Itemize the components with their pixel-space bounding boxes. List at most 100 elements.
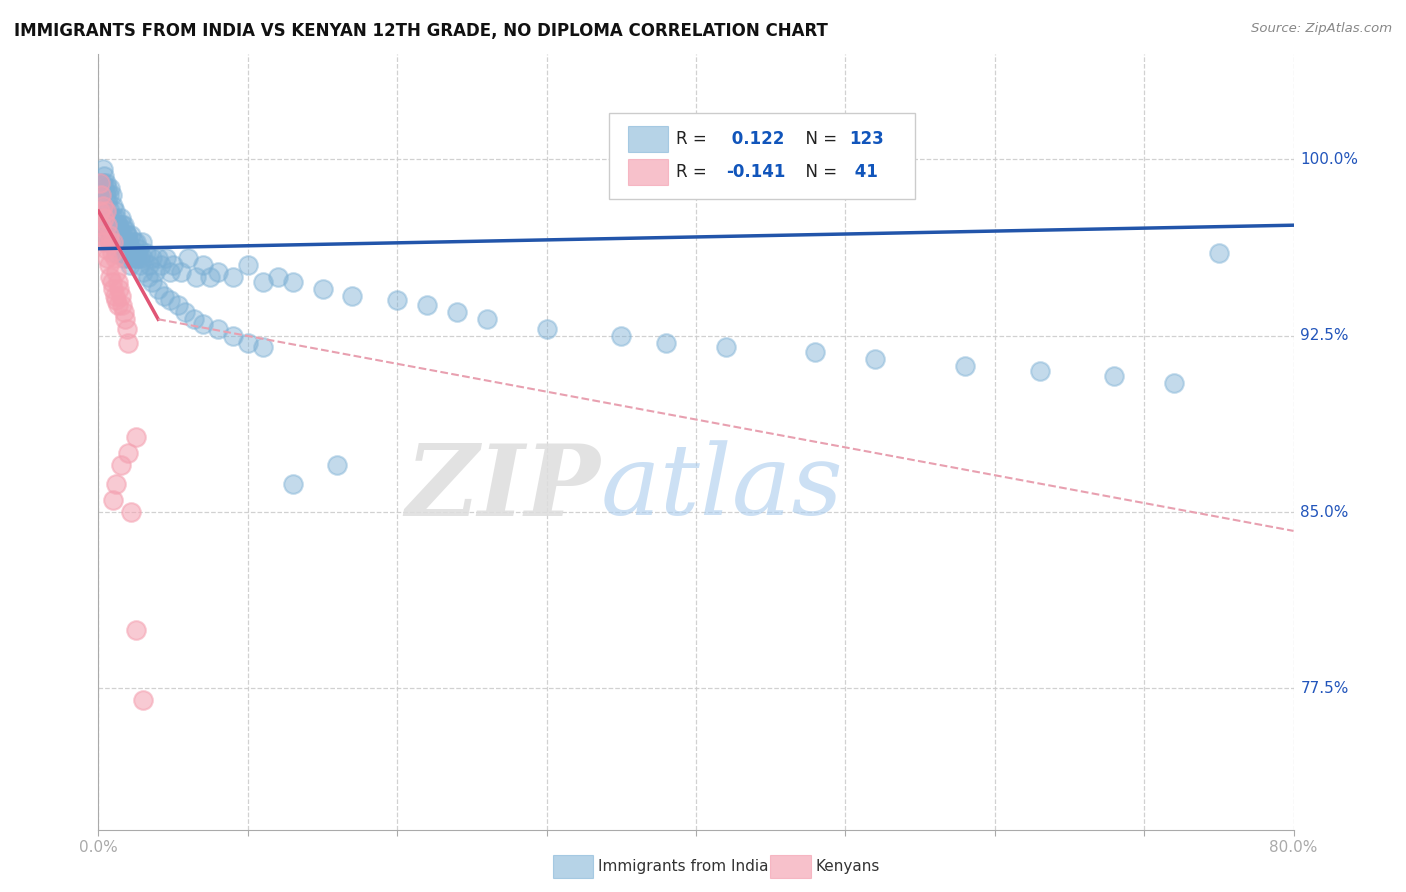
Point <box>128 242 150 256</box>
Point <box>91 199 114 213</box>
Point <box>177 251 200 265</box>
Point <box>108 282 131 296</box>
Point <box>112 305 135 319</box>
Text: 92.5%: 92.5% <box>1301 328 1348 343</box>
Point <box>105 476 128 491</box>
Point <box>89 176 111 190</box>
Point <box>141 275 163 289</box>
Point <box>124 246 146 260</box>
Point <box>342 289 364 303</box>
Point <box>117 235 139 249</box>
Point <box>101 227 124 242</box>
Point <box>97 227 120 242</box>
Point <box>91 227 114 242</box>
Point <box>131 235 153 249</box>
Text: 0.122: 0.122 <box>725 130 785 148</box>
Point <box>120 242 142 256</box>
Point <box>93 211 115 226</box>
Point <box>120 505 142 519</box>
Point <box>159 265 181 279</box>
Point <box>207 321 229 335</box>
Point <box>155 251 177 265</box>
Point <box>90 187 112 202</box>
Point <box>91 161 114 176</box>
Point <box>148 251 170 265</box>
Point <box>125 235 148 249</box>
Point <box>115 227 138 242</box>
Point <box>107 298 129 312</box>
Point <box>94 187 117 202</box>
Text: 123: 123 <box>849 130 884 148</box>
Point <box>91 176 114 190</box>
Point <box>191 317 214 331</box>
Point <box>105 246 128 260</box>
Point <box>117 246 139 260</box>
Point <box>127 251 149 265</box>
Point <box>475 312 498 326</box>
Point <box>326 458 349 472</box>
Point <box>1163 376 1185 390</box>
Point <box>150 258 173 272</box>
Text: -0.141: -0.141 <box>725 163 785 181</box>
Point <box>112 251 135 265</box>
Point <box>103 235 125 249</box>
Point <box>385 293 409 308</box>
Point <box>104 218 127 232</box>
Point <box>114 312 136 326</box>
Point <box>98 235 122 249</box>
Point <box>93 204 115 219</box>
Point <box>714 341 737 355</box>
Point <box>98 269 122 284</box>
Point <box>96 227 118 242</box>
Point <box>89 204 111 219</box>
Point <box>90 218 112 232</box>
Point <box>103 493 125 508</box>
Point <box>127 246 149 260</box>
Point <box>111 298 134 312</box>
Point <box>104 251 127 265</box>
Point <box>129 258 152 272</box>
Point <box>132 693 155 707</box>
Point <box>107 218 129 232</box>
Point <box>97 187 120 202</box>
Point <box>536 321 558 335</box>
Point <box>107 275 129 289</box>
FancyBboxPatch shape <box>628 126 668 152</box>
Point <box>236 335 259 350</box>
Point <box>114 235 136 249</box>
Text: N =: N = <box>796 130 842 148</box>
Point <box>94 218 117 232</box>
Point <box>166 298 188 312</box>
Point <box>115 227 138 242</box>
Point <box>111 227 134 242</box>
Point <box>98 180 122 194</box>
Point <box>114 223 136 237</box>
Point <box>222 269 245 284</box>
Point <box>108 223 131 237</box>
Point <box>610 328 633 343</box>
Point <box>117 446 139 460</box>
Point <box>89 176 111 190</box>
Text: Kenyans: Kenyans <box>815 859 880 873</box>
Point <box>162 258 184 272</box>
Point <box>311 282 333 296</box>
Text: Immigrants from India: Immigrants from India <box>598 859 768 873</box>
Point <box>97 202 120 216</box>
Point <box>90 187 112 202</box>
Point <box>148 282 170 296</box>
Point <box>97 258 120 272</box>
Point <box>207 265 229 279</box>
Point <box>200 269 222 284</box>
Point <box>281 275 304 289</box>
Text: N =: N = <box>796 163 842 181</box>
Point <box>103 282 125 296</box>
Point <box>1208 246 1230 260</box>
Point <box>103 211 125 226</box>
Point <box>252 275 274 289</box>
Point <box>115 321 138 335</box>
Point <box>112 218 135 232</box>
Point <box>104 289 127 303</box>
Point <box>103 235 125 249</box>
Point <box>101 275 124 289</box>
Point <box>103 199 125 213</box>
